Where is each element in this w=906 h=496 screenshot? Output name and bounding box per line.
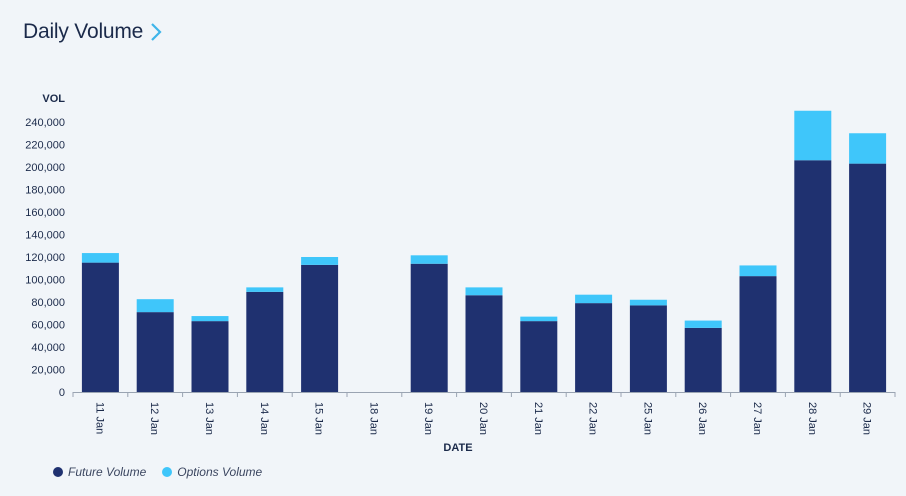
y-tick-label: 120,000 (25, 252, 65, 264)
bar-options-13-jan (191, 316, 229, 322)
y-tick-label: 80,000 (31, 297, 65, 309)
bar-future-19-jan (410, 263, 448, 392)
x-tick-label: 20 Jan (477, 402, 489, 435)
bar-future-28-jan (794, 160, 832, 392)
bar-future-22-jan (575, 303, 613, 392)
x-tick-label: 28 Jan (806, 402, 818, 435)
options-volume-swatch (162, 467, 173, 477)
x-tick-label: 15 Jan (313, 402, 325, 435)
bar-future-26-jan (684, 327, 722, 392)
y-tick-label: 40,000 (31, 342, 65, 354)
bar-future-13-jan (191, 321, 229, 392)
y-tick-label: 60,000 (31, 320, 65, 332)
bar-future-21-jan (520, 321, 558, 392)
bar-options-11-jan (81, 253, 119, 263)
x-tick-label: 26 Jan (696, 402, 708, 435)
x-tick-label: 13 Jan (203, 402, 215, 435)
chart-legend: Future Volume Options Volume (53, 465, 262, 479)
bar-options-20-jan (465, 287, 503, 296)
bar-options-28-jan (794, 110, 832, 161)
bar-future-12-jan (136, 312, 174, 392)
legend-item-future-volume[interactable]: Future Volume (53, 465, 146, 479)
chevron-right-icon (149, 22, 163, 42)
x-tick-label: 14 Jan (258, 402, 270, 435)
bar-options-21-jan (520, 316, 558, 322)
legend-label: Options Volume (177, 465, 263, 479)
y-tick-label: 200,000 (25, 162, 65, 174)
bar-future-27-jan (739, 276, 777, 392)
x-tick-label: 27 Jan (751, 402, 763, 435)
x-tick-label: 11 Jan (93, 402, 105, 434)
y-tick-label: 100,000 (25, 275, 65, 287)
y-tick-label: 240,000 (25, 117, 65, 129)
y-tick-label: 140,000 (25, 230, 65, 242)
bar-future-25-jan (629, 305, 667, 392)
bar-future-29-jan (849, 163, 887, 392)
x-tick-label: 18 Jan (367, 402, 379, 435)
bar-options-12-jan (136, 299, 174, 313)
bar-future-14-jan (246, 291, 284, 392)
y-tick-label: 0 (59, 387, 65, 399)
legend-label: Future Volume (68, 465, 147, 479)
y-tick-label: 160,000 (25, 207, 65, 219)
x-tick-label: 12 Jan (148, 402, 160, 435)
bar-options-19-jan (410, 255, 448, 264)
bar-options-26-jan (684, 320, 722, 328)
bar-options-27-jan (739, 265, 777, 277)
x-axis-label: DATE (443, 442, 472, 454)
future-volume-swatch (53, 467, 63, 477)
stacked-bar-chart: VOL 0 20,000 40,000 60,000 80,000 100,000 120,0… (25, 93, 896, 454)
bar-future-20-jan (465, 295, 503, 392)
x-tick-label: 19 Jan (422, 402, 434, 435)
bar-options-29-jan (849, 133, 887, 164)
y-tick-label: 20,000 (31, 365, 65, 377)
bar-future-15-jan (301, 264, 339, 392)
x-tick-label: 25 Jan (641, 402, 653, 435)
y-tick-label: 180,000 (25, 185, 65, 197)
x-tick-label: 21 Jan (532, 402, 544, 435)
bar-options-25-jan (629, 299, 667, 306)
x-tick-label: 22 Jan (587, 402, 599, 435)
x-tick-label: 29 Jan (861, 402, 873, 435)
chart-title-link[interactable]: Daily Volume (23, 20, 163, 44)
legend-item-options-volume[interactable]: Options Volume (162, 465, 262, 479)
y-axis-label: VOL (42, 93, 65, 105)
bar-options-14-jan (246, 287, 284, 292)
bar-options-22-jan (575, 294, 613, 304)
bar-options-15-jan (301, 257, 339, 265)
bar-future-11-jan (81, 262, 119, 392)
y-tick-label: 220,000 (25, 140, 65, 152)
page-title: Daily Volume (23, 20, 144, 43)
